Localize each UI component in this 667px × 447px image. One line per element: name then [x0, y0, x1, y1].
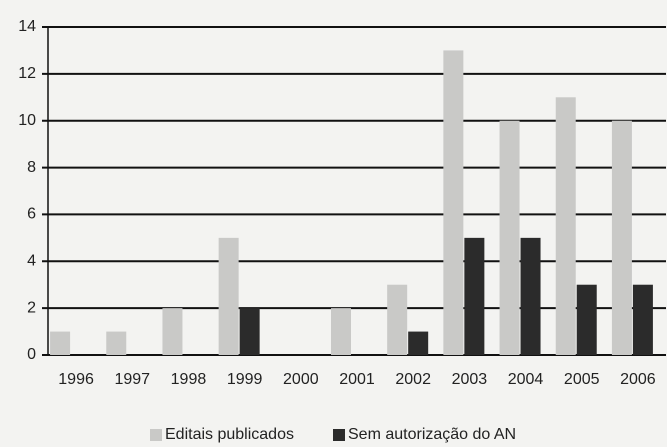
legend-label: Editais publicados [165, 426, 294, 443]
x-tick-label: 2000 [283, 371, 319, 388]
x-tick-label: 2002 [395, 371, 431, 388]
x-tick-label: 1996 [58, 371, 94, 388]
y-tick-label: 8 [27, 159, 36, 176]
legend-swatch [150, 429, 162, 441]
y-tick-label: 12 [18, 65, 36, 82]
legend-swatch [333, 429, 345, 441]
bar [387, 284, 408, 355]
bar [520, 237, 541, 355]
x-tick-label: 2004 [508, 371, 544, 388]
x-tick-label: 1997 [114, 371, 150, 388]
bar [576, 284, 597, 355]
bar [218, 237, 239, 355]
bar [464, 237, 485, 355]
x-tick-label: 2005 [564, 371, 600, 388]
x-tick-label: 1998 [171, 371, 207, 388]
bar [611, 120, 632, 355]
bar [50, 331, 71, 355]
bar [239, 308, 260, 355]
bar [106, 331, 127, 355]
x-tick-label: 2003 [452, 371, 488, 388]
y-tick-label: 14 [18, 18, 36, 35]
x-tick-label: 2006 [620, 371, 656, 388]
legend-label: Sem autorização do AN [348, 426, 516, 443]
bar [555, 97, 576, 356]
bar [499, 120, 520, 355]
y-tick-label: 4 [27, 253, 36, 270]
bar [162, 308, 183, 355]
x-tick-label: 2001 [339, 371, 375, 388]
x-tick-label: 1999 [227, 371, 263, 388]
y-tick-label: 2 [27, 299, 36, 316]
y-tick-label: 0 [27, 346, 36, 363]
bar [331, 308, 351, 355]
y-tick-label: 6 [27, 206, 36, 223]
bar [632, 284, 653, 355]
bar [443, 50, 464, 356]
bar [408, 331, 429, 355]
y-tick-label: 10 [18, 112, 36, 129]
